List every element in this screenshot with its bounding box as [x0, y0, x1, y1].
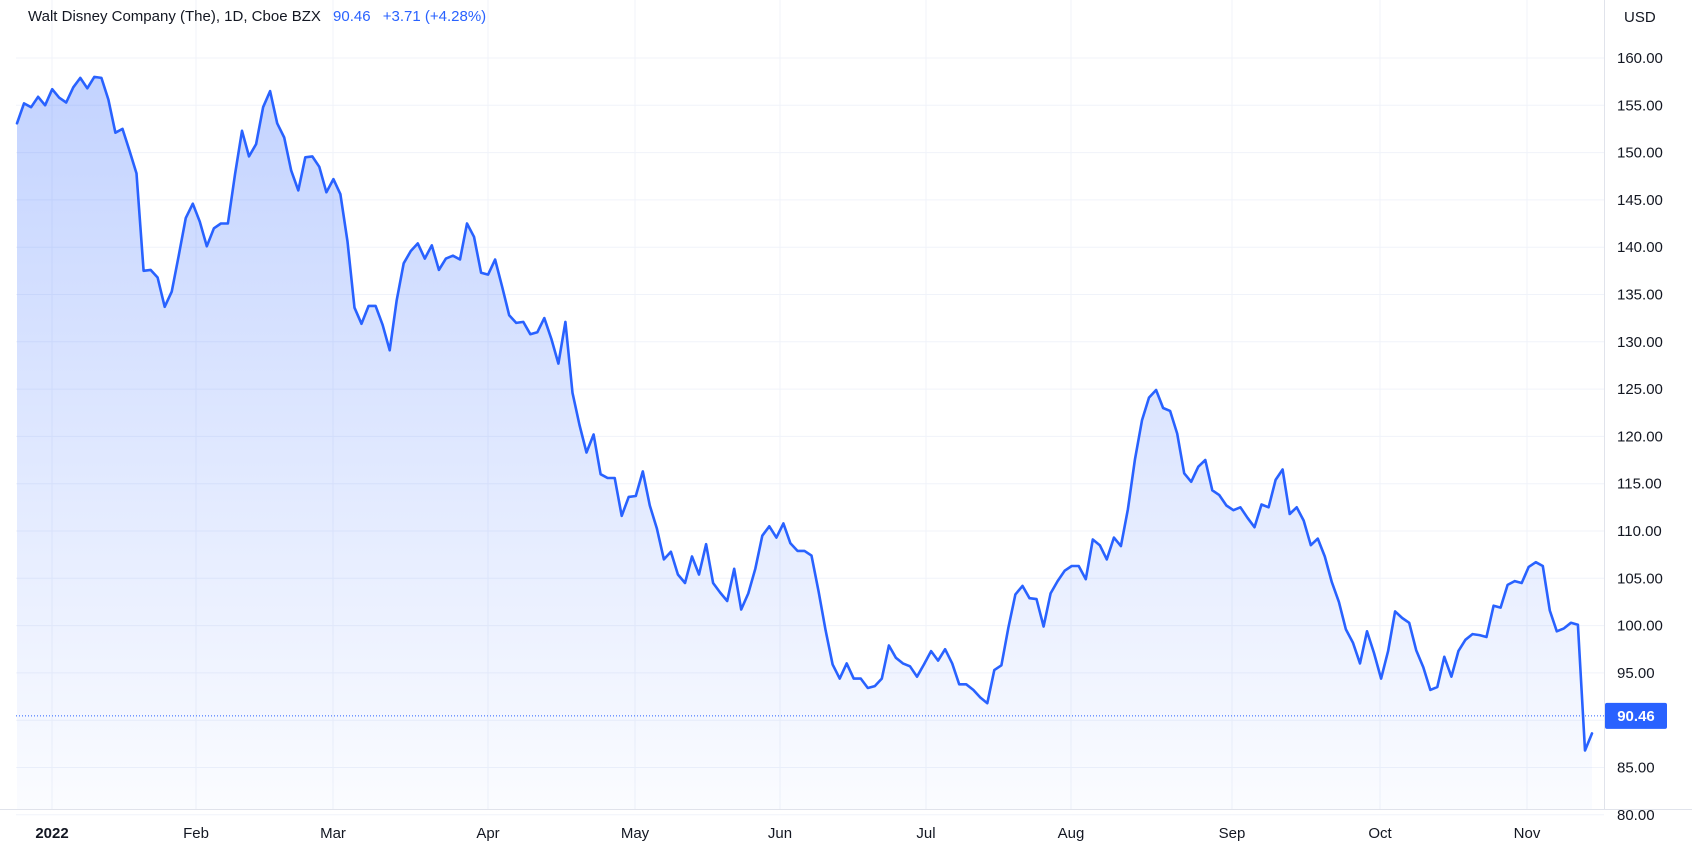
y-tick-label: 115.00	[1617, 476, 1662, 493]
x-tick-label: Jul	[916, 825, 935, 842]
y-tick-label: 85.00	[1617, 760, 1655, 777]
x-tick-label: Sep	[1219, 825, 1246, 842]
time-axis-ticks[interactable]: 2022 Feb Mar Apr May Jun Jul Aug Sep Oct Nov	[35, 825, 1541, 842]
x-tick-label: Jun	[768, 825, 792, 842]
currency-label: USD	[1624, 9, 1656, 26]
last-price-marker: 90.46	[16, 702, 1667, 729]
legend-symbol: Walt Disney Company (The), 1D, Cboe BZX	[28, 8, 321, 25]
chart-legend: Walt Disney Company (The), 1D, Cboe BZX …	[28, 8, 486, 25]
last-price-tag	[1605, 702, 1667, 729]
x-tick-label: Aug	[1058, 825, 1085, 842]
y-tick-label: 155.00	[1617, 97, 1663, 114]
x-tick-label: Oct	[1368, 825, 1392, 842]
x-tick-label: Nov	[1514, 825, 1541, 842]
legend-last-price: 90.46	[333, 8, 371, 25]
y-tick-label: 80.00	[1617, 807, 1655, 824]
y-tick-label: 160.00	[1617, 50, 1663, 67]
y-tick-label: 100.00	[1617, 618, 1663, 635]
y-tick-label: 110.00	[1617, 523, 1662, 540]
price-axis-background	[1605, 0, 1692, 809]
y-tick-label: 120.00	[1617, 428, 1663, 445]
x-tick-label: May	[621, 825, 650, 842]
y-tick-label: 105.00	[1617, 570, 1663, 587]
plot-area	[15, 75, 1594, 809]
price-area-fill	[17, 76, 1592, 809]
y-tick-label: 130.00	[1617, 334, 1663, 351]
x-tick-label: 2022	[35, 825, 68, 842]
y-tick-label: 150.00	[1617, 145, 1663, 162]
price-line	[15, 75, 1594, 752]
x-tick-label: Feb	[183, 825, 209, 842]
x-tick-label: Mar	[320, 825, 346, 842]
y-tick-label: 145.00	[1617, 192, 1663, 209]
last-price-tag-label: 90.46	[1617, 708, 1655, 725]
y-tick-label: 140.00	[1617, 239, 1663, 256]
y-tick-label: 125.00	[1617, 381, 1663, 398]
x-tick-label: Apr	[476, 825, 499, 842]
legend-change: +3.71 (+4.28%)	[382, 8, 487, 25]
y-tick-label: 135.00	[1617, 287, 1663, 304]
axes: USD	[0, 0, 1692, 810]
y-tick-label: 95.00	[1617, 665, 1655, 682]
